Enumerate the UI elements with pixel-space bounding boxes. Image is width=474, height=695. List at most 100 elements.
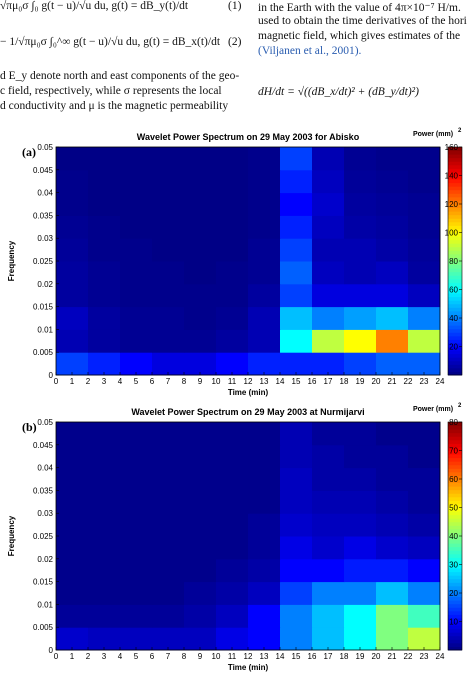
- heatmap-cell: [152, 444, 185, 469]
- colorbar-step: [448, 560, 462, 565]
- colorbar-step: [448, 157, 462, 162]
- x-tick-label: 13: [260, 377, 269, 386]
- heatmap-cell: [216, 238, 249, 262]
- y-tick-label: 0.025: [33, 257, 54, 266]
- colorbar-step: [448, 425, 462, 430]
- x-tick-label: 1: [70, 377, 75, 386]
- heatmap-cell: [408, 558, 441, 583]
- heatmap-cell: [408, 422, 441, 446]
- heatmap-cell: [344, 147, 377, 171]
- x-tick-label: 4: [118, 377, 123, 386]
- heatmap-cell: [184, 558, 217, 583]
- colorbar-step: [448, 171, 462, 176]
- heatmap-cell: [56, 352, 89, 376]
- x-tick-label: 11: [228, 377, 237, 386]
- heatmap-cell: [120, 467, 153, 491]
- colorbar-step: [448, 236, 462, 241]
- heatmap-cell: [408, 215, 441, 239]
- heatmap-cell: [216, 169, 249, 194]
- colorbar-step: [448, 307, 462, 312]
- colorbar-step: [448, 457, 462, 462]
- colorbar-tick-label: 80: [449, 418, 458, 427]
- heatmap-cell: [184, 604, 217, 628]
- colorbar-step: [448, 204, 462, 209]
- y-tick-label: 0.04: [37, 189, 53, 198]
- heatmap-cell: [248, 215, 281, 239]
- heatmap-cell: [408, 238, 441, 262]
- heatmap-cell: [408, 604, 441, 628]
- heatmap-cell: [88, 261, 121, 285]
- heatmap-cell: [248, 558, 281, 583]
- x-tick-label: 18: [340, 652, 349, 661]
- heatmap-cell: [216, 490, 249, 514]
- y-tick-label: 0.05: [37, 143, 53, 152]
- colorbar-tick-label: 140: [445, 172, 459, 181]
- heatmap-cell: [184, 513, 217, 537]
- heatmap-cell: [88, 627, 121, 651]
- heatmap-cell: [56, 558, 89, 583]
- colorbar-step: [448, 593, 462, 598]
- heatmap-cell: [248, 444, 281, 469]
- heatmap-cell: [120, 306, 153, 330]
- heatmap-cell: [56, 329, 89, 353]
- colorbar-step: [448, 371, 462, 376]
- x-tick-label: 18: [340, 377, 349, 386]
- heatmap-cell: [120, 329, 153, 353]
- heatmap-cell: [184, 467, 217, 491]
- colorbar-step: [448, 211, 462, 216]
- colorbar-step: [448, 557, 462, 562]
- heatmap-cell: [56, 467, 89, 491]
- heatmap-cell: [216, 627, 249, 651]
- colorbar-step: [448, 186, 462, 191]
- heatmap-cell: [216, 352, 249, 376]
- colorbar-step: [448, 461, 462, 466]
- heatmap-cell: [312, 490, 345, 514]
- heatmap-cell: [376, 467, 409, 491]
- heatmap-cell: [184, 192, 217, 216]
- citation[interactable]: (Viljanen et al., 2001).: [258, 45, 362, 57]
- heatmap-cell: [88, 215, 121, 239]
- colorbar-step: [448, 518, 462, 523]
- heatmap-cell: [152, 422, 185, 446]
- colorbar-step: [448, 578, 462, 583]
- colorbar-step: [448, 367, 462, 372]
- y-tick-label: 0.025: [33, 532, 54, 541]
- heatmap-cell: [312, 558, 345, 583]
- equation: dH/dt = √((dB_x/dt)² + (dB_y/dt)²): [258, 86, 419, 98]
- heatmap-cell: [376, 558, 409, 583]
- x-tick-label: 8: [182, 377, 187, 386]
- heatmap-cell: [120, 192, 153, 216]
- heatmap-cell: [312, 604, 345, 628]
- colorbar-step: [448, 200, 462, 205]
- colorbar-step: [448, 603, 462, 608]
- heatmap-cell: [120, 147, 153, 171]
- colorbar-step: [448, 475, 462, 480]
- heatmap-cell: [280, 604, 313, 628]
- colorbar-step: [448, 175, 462, 180]
- heatmap-cell: [280, 422, 313, 446]
- colorbar-step: [448, 514, 462, 519]
- x-tick-label: 10: [212, 377, 221, 386]
- heatmap-cell: [120, 261, 153, 285]
- colorbar-step: [448, 464, 462, 469]
- x-axis-label: Time (min): [228, 663, 269, 672]
- x-tick-label: 0: [54, 652, 59, 661]
- heatmap-cell: [344, 444, 377, 469]
- heatmap-cell: [88, 283, 121, 308]
- heatmap-cell: [280, 215, 313, 239]
- heatmap-cell: [376, 283, 409, 308]
- colorbar-step: [448, 575, 462, 580]
- x-axis-label: Time (min): [228, 388, 269, 397]
- x-tick-label: 9: [198, 652, 203, 661]
- y-tick-label: 0.05: [37, 418, 53, 427]
- colorbar-step: [448, 500, 462, 505]
- heatmap-cell: [376, 581, 409, 605]
- heatmap-cell: [248, 238, 281, 262]
- heatmap-cell: [216, 604, 249, 628]
- colorbar-tick-label: 120: [445, 200, 459, 209]
- colorbar-step: [448, 585, 462, 590]
- x-tick-label: 15: [292, 377, 301, 386]
- heatmap-cell: [184, 215, 217, 239]
- colorbar-step: [448, 436, 462, 441]
- colorbar-tick-label: 10: [449, 618, 458, 627]
